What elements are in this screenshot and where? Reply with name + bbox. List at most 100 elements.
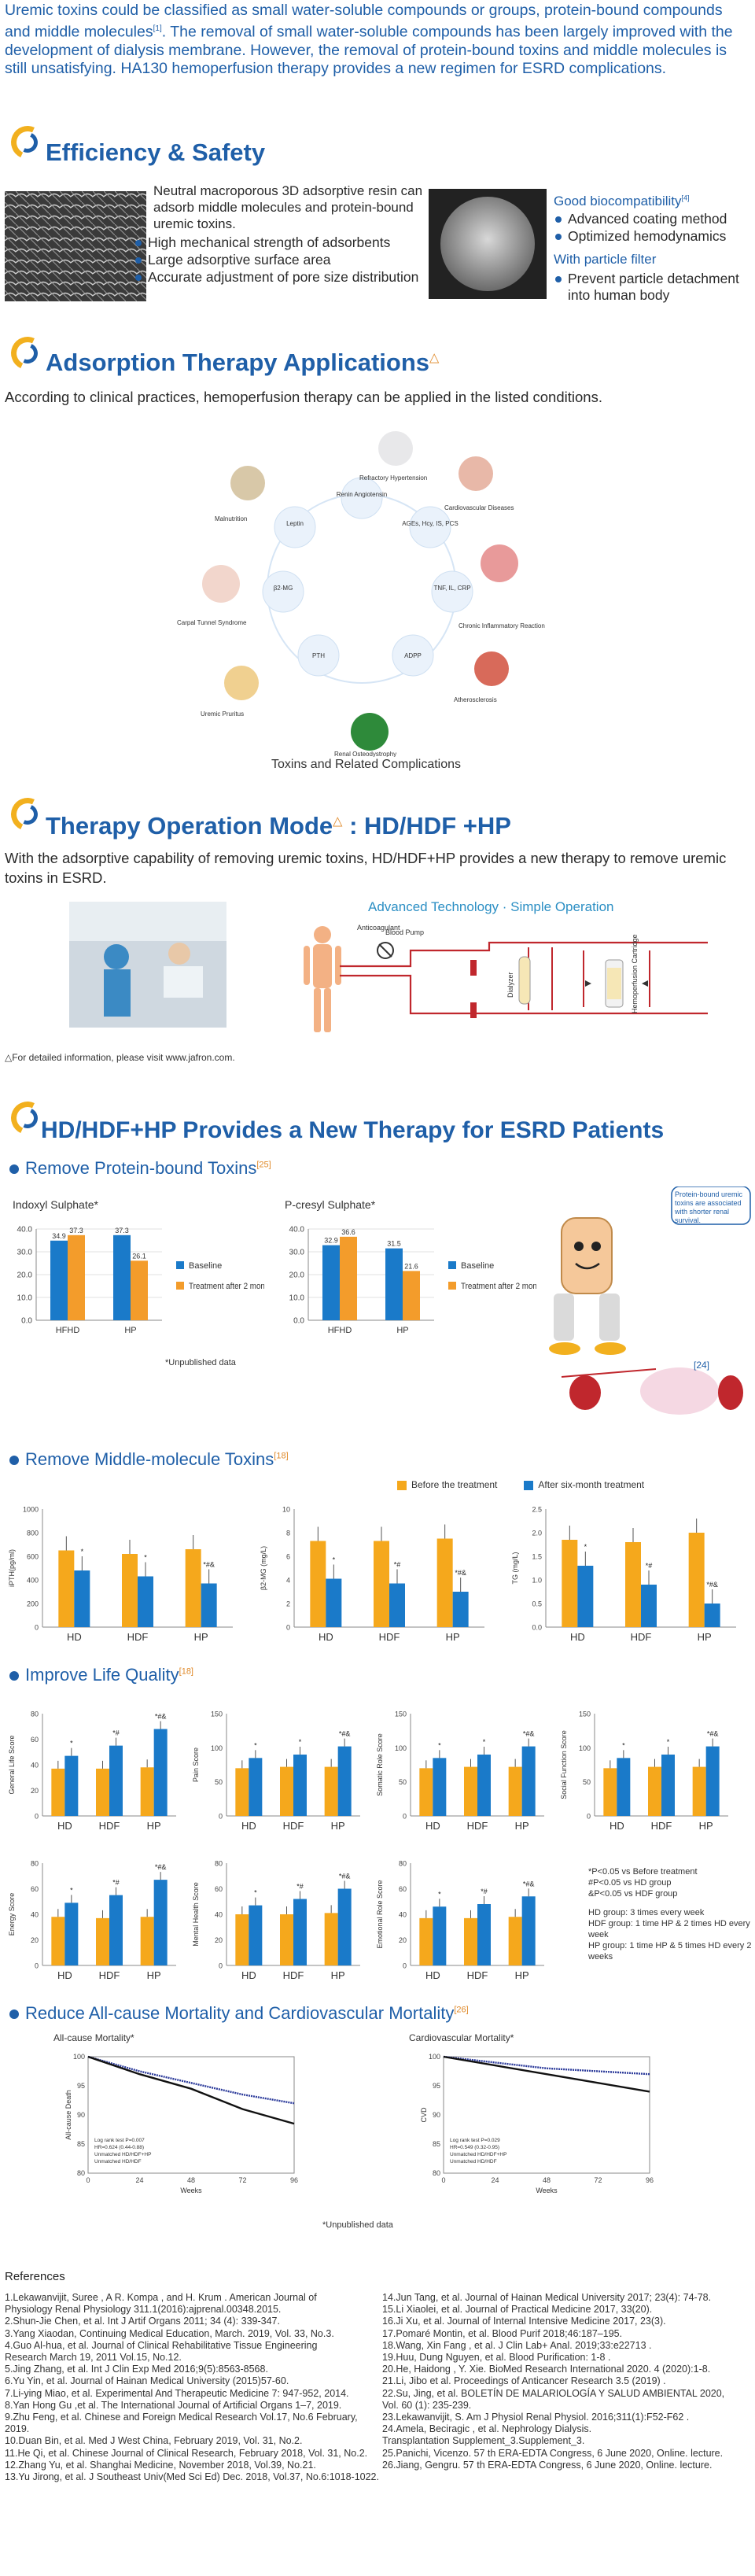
dialyzer-label: Dialyzer	[506, 972, 514, 998]
reference-line: 25.Panichi, Vicenzo. 57 th ERA-EDTA Cong…	[382, 2447, 724, 2459]
toxin-label: TNF, IL, CRP	[433, 585, 470, 592]
ref24-label: [24]	[694, 1360, 710, 1371]
significance-mark: *	[438, 1890, 441, 1898]
y-tick-label: 80	[31, 1711, 39, 1718]
bar	[140, 1767, 154, 1816]
social-function-chart: 0 50 100 150 Social Function Score * HD * HDF *#&…	[560, 1711, 728, 1832]
dialyzer-icon	[518, 956, 531, 1005]
reference-line: 17.Pomaré Montin, et al. Blood Purif 201…	[382, 2327, 623, 2339]
bar	[521, 1746, 536, 1816]
significance-mark: *	[81, 1548, 84, 1556]
intro-text-1: Uremic toxins could be classified as sma…	[5, 2, 723, 41]
significance-mark: *	[333, 1556, 336, 1564]
y-tick-label: 20	[31, 1936, 39, 1944]
x-tick-label: HDF	[467, 1969, 488, 1981]
blood-pump-icon	[377, 942, 394, 959]
adsorption-title-text: Adsorption Therapy Applications	[46, 349, 429, 376]
x-tick-label: HD	[425, 1820, 440, 1832]
toxin-node	[431, 570, 473, 613]
y-tick-label: 0	[587, 1813, 591, 1821]
chart-title: P-cresyl Sulphate*	[285, 1198, 376, 1211]
middle-legend: Before the treatment After six-month trea…	[397, 1479, 644, 1490]
bar	[704, 1604, 720, 1627]
middle-cite: [18]	[274, 1451, 289, 1461]
complication-image	[351, 713, 389, 751]
y-axis-label: Somatic Role Score	[376, 1733, 384, 1796]
legend-text: Log rank test P=0.029	[450, 2138, 500, 2143]
y-tick-label: 60	[399, 1885, 407, 1893]
protein-subtitle: Remove Protein-bound Toxins[25]	[9, 1158, 271, 1179]
significance-notes: *P<0.05 vs Before treatment #P<0.05 vs H…	[588, 1866, 698, 1899]
resin-bullet: High mechanical strength of adsorbents	[134, 234, 448, 251]
legend-text: Unmatched HD/HDF	[94, 2159, 142, 2165]
y-tick-label: 40	[31, 1762, 39, 1770]
reference-line: 3.Yang Xiaodan, Continuing Medical Educa…	[5, 2327, 334, 2339]
reference-line: 20.He, Haidong , Y. Xie. BioMed Research…	[382, 2364, 711, 2375]
significance-mark: *	[584, 1543, 587, 1551]
x-tick-label: HP	[331, 1969, 345, 1981]
complication-label: Carpal Tunnel Syndrome	[177, 619, 247, 626]
bar	[113, 1234, 131, 1320]
y-tick-label: 4	[286, 1577, 290, 1585]
legend-text: HR=0.549 (0.32-0.95)	[450, 2145, 499, 2150]
references-left-column: 1.Lekawanvijit, Suree , A R. Kompa , and…	[5, 2292, 379, 2483]
legend-label-before: Before the treatment	[411, 1479, 498, 1490]
bar	[337, 1888, 352, 1965]
legend-swatch	[448, 1261, 456, 1269]
significance-mark: *	[622, 1741, 625, 1749]
intro-text-2: . The removal of small water-soluble com…	[5, 23, 733, 77]
bar	[109, 1745, 123, 1816]
data-label: 31.5	[387, 1240, 401, 1248]
y-tick-label: 80	[77, 2169, 85, 2177]
bar	[464, 1766, 477, 1816]
y-tick-label: 0	[286, 1624, 290, 1632]
reference-line: 15.Li Xiaolei, et al. Journal of Practic…	[382, 2304, 653, 2316]
bar	[324, 1913, 338, 1965]
bar	[201, 1583, 217, 1627]
y-tick-label: 2.0	[532, 1530, 542, 1537]
y-tick-label: 6	[286, 1553, 290, 1561]
y-tick-label: 60	[215, 1885, 223, 1893]
x-tick-label: 96	[646, 2176, 654, 2184]
reference-line: 2019.	[5, 2423, 30, 2435]
bar	[452, 1592, 469, 1627]
blood-pump-label: Blood Pump	[385, 928, 424, 936]
bar	[249, 1905, 263, 1965]
significance-mark: *#	[112, 1879, 120, 1887]
bar	[577, 1566, 594, 1627]
x-tick-label: 48	[543, 2176, 551, 2184]
y-tick-label: 1.0	[532, 1577, 542, 1585]
x-axis-label: Weeks	[180, 2187, 202, 2194]
x-tick-label: HDF	[99, 1820, 120, 1832]
data-label: 37.3	[115, 1227, 129, 1234]
bar	[131, 1260, 148, 1320]
y-tick-label: 40	[399, 1911, 407, 1919]
reference-line: 8.Yan Hong Gu ,et al. The International …	[5, 2399, 342, 2411]
x-tick-label: HP	[396, 1326, 408, 1335]
complication-image	[378, 431, 413, 466]
resin-bullet-list: High mechanical strength of adsorbents L…	[134, 234, 448, 286]
y-tick-label: 0	[35, 1962, 39, 1970]
x-tick-label: HDF	[283, 1969, 304, 1981]
sig-note: #P<0.05 vs HD group	[588, 1878, 672, 1888]
complication-label: Uremic Pruritus	[201, 710, 244, 718]
x-tick-label: HD	[610, 1820, 624, 1832]
legend-label: Baseline	[461, 1261, 494, 1271]
y-tick-label: 80	[215, 1860, 223, 1868]
bar	[322, 1245, 340, 1320]
references-right-column: 14.Jun Tang, et al. Journal of Hainan Me…	[382, 2292, 724, 2471]
bar	[293, 1755, 307, 1816]
bullet-dot-icon	[9, 1164, 19, 1175]
reference-line: 14.Jun Tang, et al. Journal of Hainan Me…	[382, 2292, 712, 2303]
toxin-node	[297, 634, 340, 677]
complication-label: Atherosclerosis	[454, 696, 497, 703]
resin-description: Neutral macroporous 3D adsorptive resin …	[153, 183, 423, 231]
filter-heading: With particle filter	[554, 252, 657, 267]
emotional-role-chart: 0 20 40 60 80 Emotional Role Score * HD *# HDF *#&…	[376, 1860, 544, 1981]
x-tick-label: 24	[491, 2176, 499, 2184]
bar	[326, 1578, 342, 1627]
y-tick-label: 10.0	[289, 1294, 305, 1303]
group-note: HP group: 1 time HP & 5 times HD every 2…	[588, 1941, 752, 1962]
reference-line: 4.Guo Al-hua, et al. Journal of Clinical…	[5, 2339, 318, 2351]
